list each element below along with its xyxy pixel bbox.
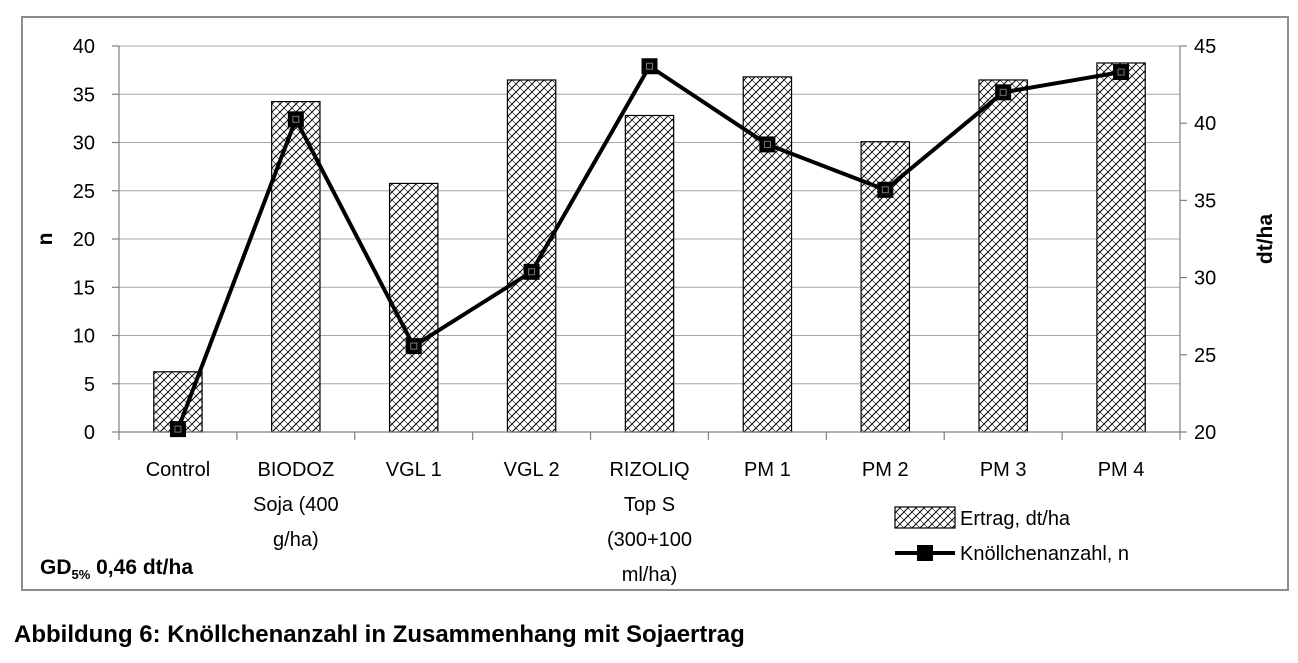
- bar-ertrag: [506, 79, 557, 433]
- category-label: ml/ha): [622, 564, 678, 586]
- bar-ertrag: [388, 182, 439, 433]
- category-label: Soja (400: [253, 494, 339, 516]
- line-marker: [523, 263, 540, 280]
- line-marker: [405, 338, 422, 355]
- bar-ertrag: [978, 79, 1028, 433]
- legend-label-ertrag: Ertrag, dt/ha: [960, 508, 1071, 530]
- legend-swatch-ertrag: [894, 506, 956, 529]
- bar-ertrag: [1096, 62, 1146, 433]
- right-tick-label: 25: [1194, 345, 1216, 367]
- category-label: PM 3: [980, 459, 1027, 481]
- line-marker: [759, 136, 776, 153]
- category-label: Top S: [624, 494, 675, 516]
- left-tick-label: 20: [73, 229, 95, 251]
- category-label: VGL 2: [504, 459, 560, 481]
- right-tick-label: 35: [1194, 190, 1216, 212]
- line-marker-inner: [410, 342, 418, 350]
- line-marker-inner: [646, 62, 653, 70]
- left-tick-label: 25: [73, 181, 95, 203]
- left-tick-label: 10: [73, 326, 95, 348]
- left-axis-title: n: [34, 233, 57, 246]
- line-marker-inner: [528, 268, 536, 276]
- category-label: PM 1: [744, 459, 791, 481]
- line-marker: [1113, 64, 1130, 81]
- line-marker-inner: [292, 115, 300, 123]
- legend-marker: [917, 545, 933, 561]
- right-tick-label: 20: [1194, 422, 1216, 444]
- category-label: BIODOZ: [257, 459, 334, 481]
- line-marker: [995, 84, 1012, 101]
- significance-note: GD5% 0,46 dt/ha: [40, 556, 193, 583]
- category-label: RIZOLIQ: [609, 459, 689, 481]
- category-label: (300+100: [607, 529, 692, 551]
- right-tick-label: 30: [1194, 268, 1216, 290]
- line-marker-inner: [763, 140, 771, 148]
- category-label: g/ha): [273, 529, 319, 551]
- line-marker-inner: [999, 88, 1007, 96]
- left-tick-label: 30: [73, 133, 95, 155]
- right-tick-label: 40: [1194, 113, 1216, 135]
- bar-ertrag: [860, 141, 911, 433]
- line-marker-inner: [174, 425, 182, 433]
- line-marker: [169, 421, 186, 438]
- right-axis-title: dt/ha: [1254, 214, 1277, 264]
- line-marker: [287, 111, 304, 128]
- bar-ertrag: [624, 114, 675, 433]
- category-label: PM 4: [1098, 459, 1145, 481]
- chart: 0 5 10 15 20 25 30 35 40 20 25 30 35 40 45 n dt/ha Contro…: [21, 16, 1289, 591]
- figure-caption: Abbildung 6: Knöllchenanzahl in Zusammen…: [14, 621, 745, 648]
- line-marker: [877, 181, 894, 198]
- left-tick-label: 15: [73, 277, 95, 299]
- left-tick-label: 40: [73, 36, 95, 58]
- left-tick-label: 5: [84, 374, 95, 396]
- line-marker-inner: [1117, 68, 1125, 76]
- category-label: PM 2: [862, 459, 909, 481]
- right-tick-label: 45: [1194, 36, 1216, 58]
- line-marker: [641, 58, 658, 75]
- line-marker-inner: [881, 186, 889, 194]
- category-label: VGL 1: [386, 459, 442, 481]
- left-tick-label: 0: [84, 422, 95, 444]
- category-label: Control: [146, 459, 210, 481]
- left-tick-label: 35: [73, 84, 95, 106]
- bar-ertrag: [742, 76, 793, 433]
- legend-label-knoellchen: Knöllchenanzahl, n: [960, 543, 1129, 565]
